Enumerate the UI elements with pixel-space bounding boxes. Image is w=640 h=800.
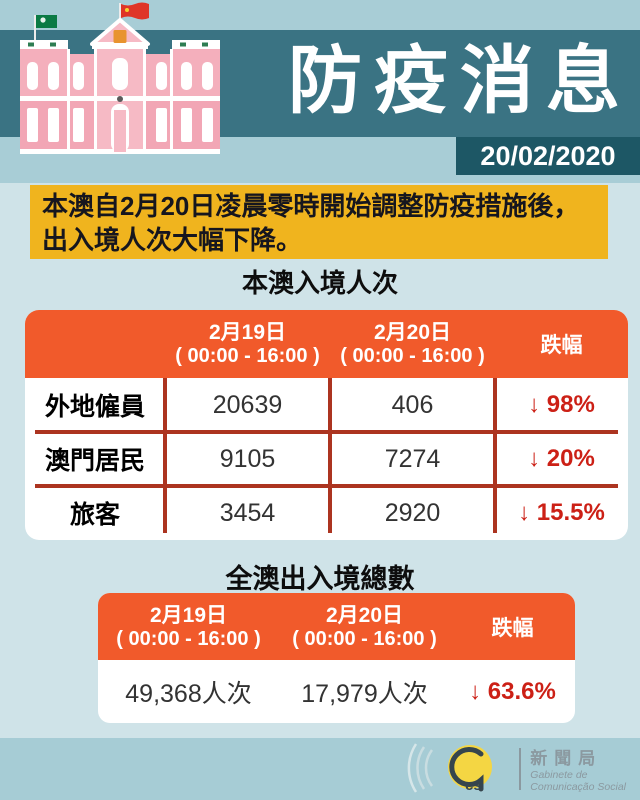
drop-value: ↓ 15.5% xyxy=(518,499,605,526)
drop-value: ↓ 20% xyxy=(528,445,595,472)
day2-total: 17,979人次 xyxy=(301,679,428,708)
gcs-logo: cs 新聞局 Gabinete de Comunicação Social xyxy=(406,743,626,795)
col-header-day1: 2月19日 ( 00:00 - 16:00 ) xyxy=(116,603,261,650)
svg-text:cs: cs xyxy=(465,777,482,794)
day1-value: 3454 xyxy=(219,498,276,527)
drop-total: ↓ 63.6% xyxy=(469,677,556,705)
row-label: 外地僱員 xyxy=(44,394,145,421)
col-header-day1: 2月19日 ( 00:00 - 16:00 ) xyxy=(175,321,320,367)
day2-value: 406 xyxy=(391,390,434,419)
macau-flag-icon xyxy=(36,15,57,28)
day2-value: 2920 xyxy=(384,498,441,527)
drop-value: ↓ 98% xyxy=(528,391,595,418)
agency-name-pt-2: Comunicação Social xyxy=(530,780,626,793)
column-divider xyxy=(163,378,167,533)
china-flag-icon xyxy=(121,2,149,20)
col-header-drop: 跌幅 xyxy=(540,334,583,357)
page-title: 防疫消息 xyxy=(288,41,632,123)
totals-table-header: 2月19日 ( 00:00 - 16:00 ) 2月20日 ( 00:00 - … xyxy=(98,593,575,660)
notice-banner: 本澳自2月20日凌晨零時開始調整防疫措施後， 出入境人次大幅下降。 xyxy=(30,185,608,259)
table-row: 外地僱員 20639 406 ↓ 98% xyxy=(25,378,628,432)
day1-value: 20639 xyxy=(212,390,283,419)
col-header-drop: 跌幅 xyxy=(491,616,534,640)
day1-value: 9105 xyxy=(219,444,276,473)
arrivals-section-title: 本澳入境人次 xyxy=(241,269,398,298)
table-row: 49,368人次 17,979人次 ↓ 63.6% xyxy=(98,660,575,723)
notice-line-1: 本澳自2月20日凌晨零時開始調整防疫措施後， xyxy=(42,191,580,221)
column-divider xyxy=(493,378,497,533)
agency-name-zh: 新聞局 xyxy=(530,748,603,768)
table-row: 旅客 3454 2920 ↓ 15.5% xyxy=(25,486,628,540)
gcs-logo-icon: cs xyxy=(407,743,493,794)
notice-line-2: 出入境人次大幅下降。 xyxy=(42,225,303,255)
table-row: 澳門居民 9105 7274 ↓ 20% xyxy=(25,432,628,486)
agency-name: 新聞局 Gabinete de Comunicação Social xyxy=(530,746,626,793)
day2-value: 7274 xyxy=(384,444,441,473)
arrivals-table-header: 2月19日 ( 00:00 - 16:00 ) 2月20日 ( 00:00 - … xyxy=(25,310,628,378)
government-building-illustration xyxy=(20,2,220,154)
col-header-day2: 2月20日 ( 00:00 - 16:00 ) xyxy=(340,321,485,367)
row-label: 旅客 xyxy=(69,502,120,529)
column-divider xyxy=(328,378,332,533)
totals-table: 2月19日 ( 00:00 - 16:00 ) 2月20日 ( 00:00 - … xyxy=(98,593,575,723)
day1-total: 49,368人次 xyxy=(125,679,252,708)
row-divider xyxy=(35,430,618,434)
logo-divider xyxy=(519,748,522,790)
totals-section-title: 全澳出入境總數 xyxy=(225,564,415,594)
footer: cs 新聞局 Gabinete de Comunicação Social xyxy=(0,738,640,800)
row-divider xyxy=(35,484,618,488)
agency-name-pt-1: Gabinete de xyxy=(530,768,588,781)
arrivals-table: 2月19日 ( 00:00 - 16:00 ) 2月20日 ( 00:00 - … xyxy=(25,310,628,540)
date-badge: 20/02/2020 xyxy=(456,137,640,175)
row-label: 澳門居民 xyxy=(44,448,145,475)
col-header-day2: 2月20日 ( 00:00 - 16:00 ) xyxy=(292,603,437,650)
